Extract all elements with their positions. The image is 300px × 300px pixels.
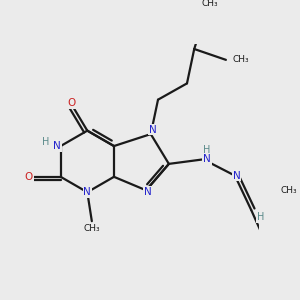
Text: N: N [144, 187, 152, 197]
Text: CH₃: CH₃ [201, 0, 218, 8]
Text: H: H [203, 145, 211, 155]
Text: N: N [83, 187, 91, 197]
Text: H: H [256, 212, 264, 222]
Text: CH₃: CH₃ [281, 186, 298, 195]
Text: CH₃: CH₃ [83, 224, 100, 233]
Text: N: N [53, 141, 61, 151]
Text: O: O [67, 98, 75, 109]
Text: O: O [25, 172, 33, 182]
Text: N: N [149, 124, 157, 135]
Text: N: N [233, 171, 241, 181]
Text: H: H [43, 137, 50, 147]
Text: CH₃: CH₃ [232, 56, 249, 64]
Text: N: N [203, 154, 211, 164]
